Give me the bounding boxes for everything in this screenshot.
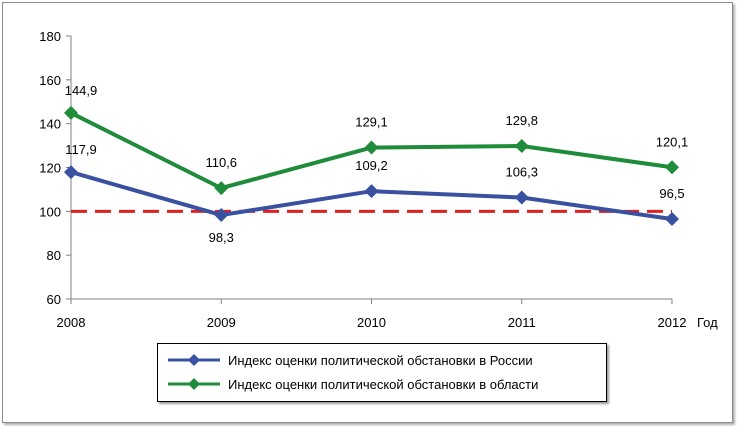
data-label: 98,3 [209, 230, 234, 245]
y-tick-label: 60 [47, 292, 61, 307]
legend-item-region: Индекс оценки политической обстановки в … [166, 373, 538, 395]
y-tick-label: 80 [47, 248, 61, 263]
data-point-marker [514, 190, 529, 205]
x-tick-label: 2009 [207, 315, 236, 330]
y-tick-label: 100 [39, 204, 61, 219]
legend-label-region: Индекс оценки политической обстановки в … [228, 376, 539, 392]
data-point-marker [665, 212, 679, 227]
legend-marker-region [168, 378, 220, 390]
legend-marker-russia [168, 354, 220, 366]
data-point-marker [214, 208, 229, 223]
data-label: 129,1 [355, 115, 388, 130]
data-label: 117,9 [65, 142, 97, 157]
series-layer [64, 105, 679, 227]
data-point-marker [214, 181, 229, 196]
data-label: 110,6 [205, 155, 237, 170]
data-point-marker [364, 140, 379, 155]
x-tick-label: 2008 [57, 315, 86, 330]
data-point-marker [665, 160, 679, 175]
y-tick-label: 180 [39, 29, 61, 44]
x-tick-label: 2010 [357, 315, 386, 330]
legend-item-russia: Индекс оценки политической обстановки в … [166, 349, 533, 371]
y-tick-label: 140 [39, 117, 61, 132]
x-tick-label: 2011 [508, 315, 536, 330]
x-axis-label: Год [697, 315, 718, 330]
data-label: 109,2 [355, 158, 388, 173]
data-point-marker [364, 184, 379, 199]
axes: 60 80 100 120 140 160 180 2008 2009 2010 2011 2012 Г… [39, 29, 718, 330]
legend-label-russia: Индекс оценки политической обстановки в … [228, 352, 533, 368]
data-label: 120,1 [656, 134, 689, 149]
data-label: 129,8 [505, 113, 538, 128]
data-point-marker [514, 139, 529, 154]
y-tick-label: 160 [39, 73, 61, 88]
legend: Индекс оценки политической обстановки в … [157, 343, 607, 402]
data-labels-layer: 117,9 98,3 109,2 106,3 96,5 144,9 110,6 129,1 12… [65, 83, 689, 245]
x-tick-label: 2012 [658, 315, 687, 330]
data-label: 96,5 [659, 186, 684, 201]
data-point-marker [64, 165, 78, 180]
data-label: 144,9 [65, 83, 98, 98]
data-point-marker [64, 105, 78, 120]
data-label: 106,3 [505, 165, 538, 180]
y-tick-label: 120 [39, 161, 61, 176]
